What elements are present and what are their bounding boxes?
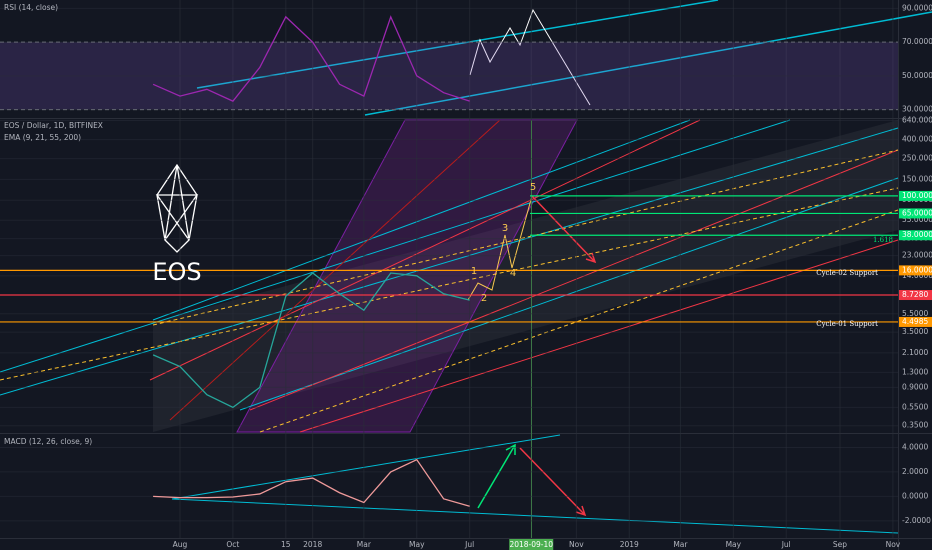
y-tick-label: 640.0000 [902, 115, 932, 124]
x-tick-label: 2018 [303, 540, 322, 549]
series-line [152, 272, 470, 409]
y-tick-label: 2.1000 [902, 348, 928, 357]
level-label: 8.7280 [902, 290, 928, 299]
level-box [899, 316, 932, 327]
pane-title: MACD (12, 26, close, 9) [4, 437, 92, 446]
y-tick-label: 0.0000 [902, 491, 928, 500]
annotation: 3 [502, 223, 508, 234]
level-box [899, 190, 932, 201]
x-tick-label: Nov [886, 540, 901, 549]
level-label: 38.0000 [902, 230, 932, 239]
x-tick-label: Nov [569, 540, 584, 549]
x-tick-label: Oct [226, 540, 239, 549]
level-label: 4.4985 [902, 317, 928, 326]
channel-line [196, 0, 719, 89]
y-tick-label: 50.0000 [902, 71, 932, 80]
x-tick-label: Jul [464, 540, 474, 549]
x-tick-label: 15 [281, 540, 291, 549]
level-label: 16.0000 [902, 265, 932, 274]
annotation: 5 [530, 182, 536, 193]
x-tick-label: May [409, 540, 425, 549]
level-label: 65.0000 [902, 208, 932, 217]
y-tick-label: 0.5500 [902, 402, 928, 411]
channel-line [0, 127, 899, 396]
level-box [899, 208, 932, 219]
pane-title: EOS / Dollar, 1D, BITFINEX [4, 121, 103, 130]
annotation: EOS [152, 258, 201, 286]
y-tick-label: 23.0000 [902, 251, 932, 260]
series-line [152, 15, 470, 102]
y-tick-label: -2.0000 [902, 516, 931, 525]
level-box [899, 290, 932, 301]
series-line [153, 458, 470, 507]
y-tick-label: 0.3500 [902, 421, 928, 430]
level-box [899, 230, 932, 241]
arrow [477, 444, 516, 509]
y-tick-label: 70.0000 [902, 37, 932, 46]
x-tick-highlight [509, 539, 554, 550]
arrow-head [505, 443, 516, 455]
annotation: 2 [481, 293, 487, 304]
y-tick-label: 3.5000 [902, 327, 928, 336]
annotation: Cycle-01 Support [816, 320, 878, 328]
arrow-head [575, 505, 587, 517]
channel-line [299, 239, 899, 433]
level-box [899, 265, 932, 276]
x-tick-label: 2018-09-10 [509, 540, 553, 549]
channel-line [249, 149, 899, 411]
y-tick-label: 400.0000 [902, 135, 932, 144]
annotation: 1 [471, 266, 477, 277]
y-tick-label: 150.0000 [902, 174, 932, 183]
x-tick-label: Sep [833, 540, 847, 549]
y-tick-label: 30.0000 [902, 105, 932, 114]
y-tick-label: 250.0000 [902, 154, 932, 163]
channel-line [0, 119, 791, 373]
channel-line [171, 434, 561, 500]
rsi-projection [469, 8, 591, 106]
x-tick-label: May [726, 540, 742, 549]
y-tick-label: 4.0000 [902, 442, 928, 451]
y-tick-label: 0.9000 [902, 382, 928, 391]
level-label: 100.0000 [902, 191, 932, 200]
annotation: 1.618 [873, 236, 893, 244]
x-tick-label: 2019 [620, 540, 639, 549]
channel-line [259, 209, 899, 433]
x-tick-label: Jul [781, 540, 791, 549]
y-tick-label: 55.0000 [902, 215, 932, 224]
y-tick-label: 2.0000 [902, 467, 928, 476]
x-tick-label: Mar [357, 540, 372, 549]
pane-title: RSI (14, close) [4, 3, 58, 12]
channel-line [171, 498, 899, 534]
pane-subtitle: EMA (9, 21, 55, 200) [4, 133, 81, 142]
y-tick-label: 5.5000 [902, 309, 928, 318]
x-tick-label: Aug [173, 540, 188, 549]
annotation: Cycle-02 Support [816, 269, 878, 277]
arrow [519, 447, 586, 516]
channel-line [239, 177, 899, 411]
x-tick-label: Mar [673, 540, 688, 549]
channel-line [149, 119, 701, 381]
logo [155, 163, 199, 253]
annotation: 4 [510, 268, 516, 279]
y-tick-label: 90.0000 [902, 3, 932, 12]
y-tick-label: 1.3000 [902, 367, 928, 376]
arrow [531, 195, 596, 263]
